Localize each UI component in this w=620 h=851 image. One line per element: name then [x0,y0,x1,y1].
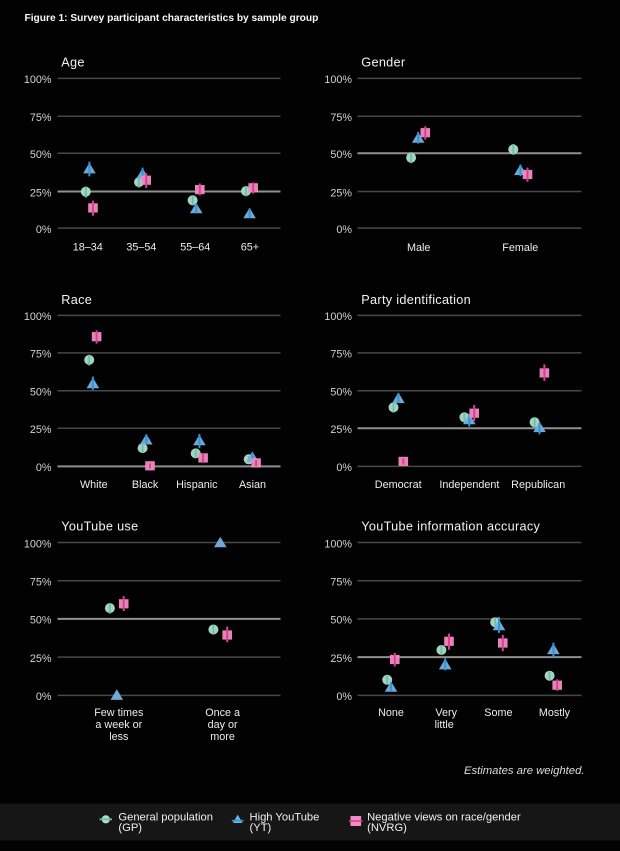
svg-text:(YT): (YT) [250,822,272,834]
svg-text:50%: 50% [30,615,52,627]
svg-text:25%: 25% [30,424,52,436]
svg-text:Some: Some [484,707,512,719]
svg-text:18–34: 18–34 [73,242,103,254]
svg-text:a week or: a week or [95,719,142,731]
svg-text:75%: 75% [330,349,352,361]
svg-text:Independent: Independent [439,479,499,491]
svg-text:Figure 1: Survey participant c: Figure 1: Survey participant characteris… [25,13,319,24]
svg-text:75%: 75% [330,112,352,124]
svg-text:Republican: Republican [511,479,565,491]
svg-text:55–64: 55–64 [180,242,210,254]
svg-text:Black: Black [132,479,159,491]
svg-text:0%: 0% [36,462,52,474]
svg-text:General population: General population [118,811,213,823]
svg-text:None: None [378,707,404,719]
svg-text:100%: 100% [324,311,352,323]
svg-text:25%: 25% [30,653,52,665]
svg-text:25%: 25% [330,424,352,436]
svg-text:Mostly: Mostly [539,707,571,719]
svg-text:Age: Age [61,56,84,70]
svg-text:100%: 100% [24,311,52,323]
svg-text:50%: 50% [30,149,52,161]
svg-text:75%: 75% [30,349,52,361]
svg-text:(NVRG): (NVRG) [367,822,407,834]
svg-text:25%: 25% [330,187,352,199]
svg-text:(GP): (GP) [118,822,142,834]
svg-text:less: less [109,731,129,743]
svg-text:Democrat: Democrat [375,479,422,491]
svg-text:75%: 75% [330,577,352,589]
svg-text:100%: 100% [24,538,52,550]
svg-text:Very: Very [435,707,457,719]
svg-text:25%: 25% [330,653,352,665]
svg-text:50%: 50% [330,149,352,161]
svg-text:0%: 0% [336,462,352,474]
svg-text:0%: 0% [336,691,352,703]
svg-text:Race: Race [61,293,92,307]
svg-text:Female: Female [502,242,538,254]
svg-text:day or: day or [208,719,238,731]
svg-text:little: little [435,719,454,731]
svg-text:Negative views on race/gender: Negative views on race/gender [367,811,521,823]
svg-text:35–54: 35–54 [126,242,156,254]
svg-text:Gender: Gender [361,56,406,70]
svg-text:50%: 50% [30,387,52,399]
svg-text:Party identification: Party identification [361,293,471,307]
svg-text:Once a: Once a [205,707,240,719]
svg-text:100%: 100% [324,74,352,86]
svg-text:YouTube use: YouTube use [61,520,138,534]
svg-text:White: White [80,479,108,491]
svg-text:YouTube information accuracy: YouTube information accuracy [361,520,540,534]
svg-text:Estimates are weighted.: Estimates are weighted. [464,765,585,777]
svg-text:0%: 0% [36,691,52,703]
svg-text:Hispanic: Hispanic [176,479,218,491]
svg-text:75%: 75% [30,112,52,124]
svg-text:Few times: Few times [94,707,144,719]
svg-text:50%: 50% [330,387,352,399]
svg-text:more: more [210,731,235,743]
svg-text:100%: 100% [324,538,352,550]
svg-text:25%: 25% [30,187,52,199]
svg-text:100%: 100% [24,74,52,86]
svg-text:50%: 50% [330,615,352,627]
svg-text:Male: Male [407,242,430,254]
svg-text:Asian: Asian [239,479,266,491]
svg-text:65+: 65+ [241,242,259,254]
svg-text:High YouTube: High YouTube [250,811,320,823]
svg-text:0%: 0% [36,224,52,236]
svg-text:0%: 0% [336,224,352,236]
svg-text:75%: 75% [30,577,52,589]
